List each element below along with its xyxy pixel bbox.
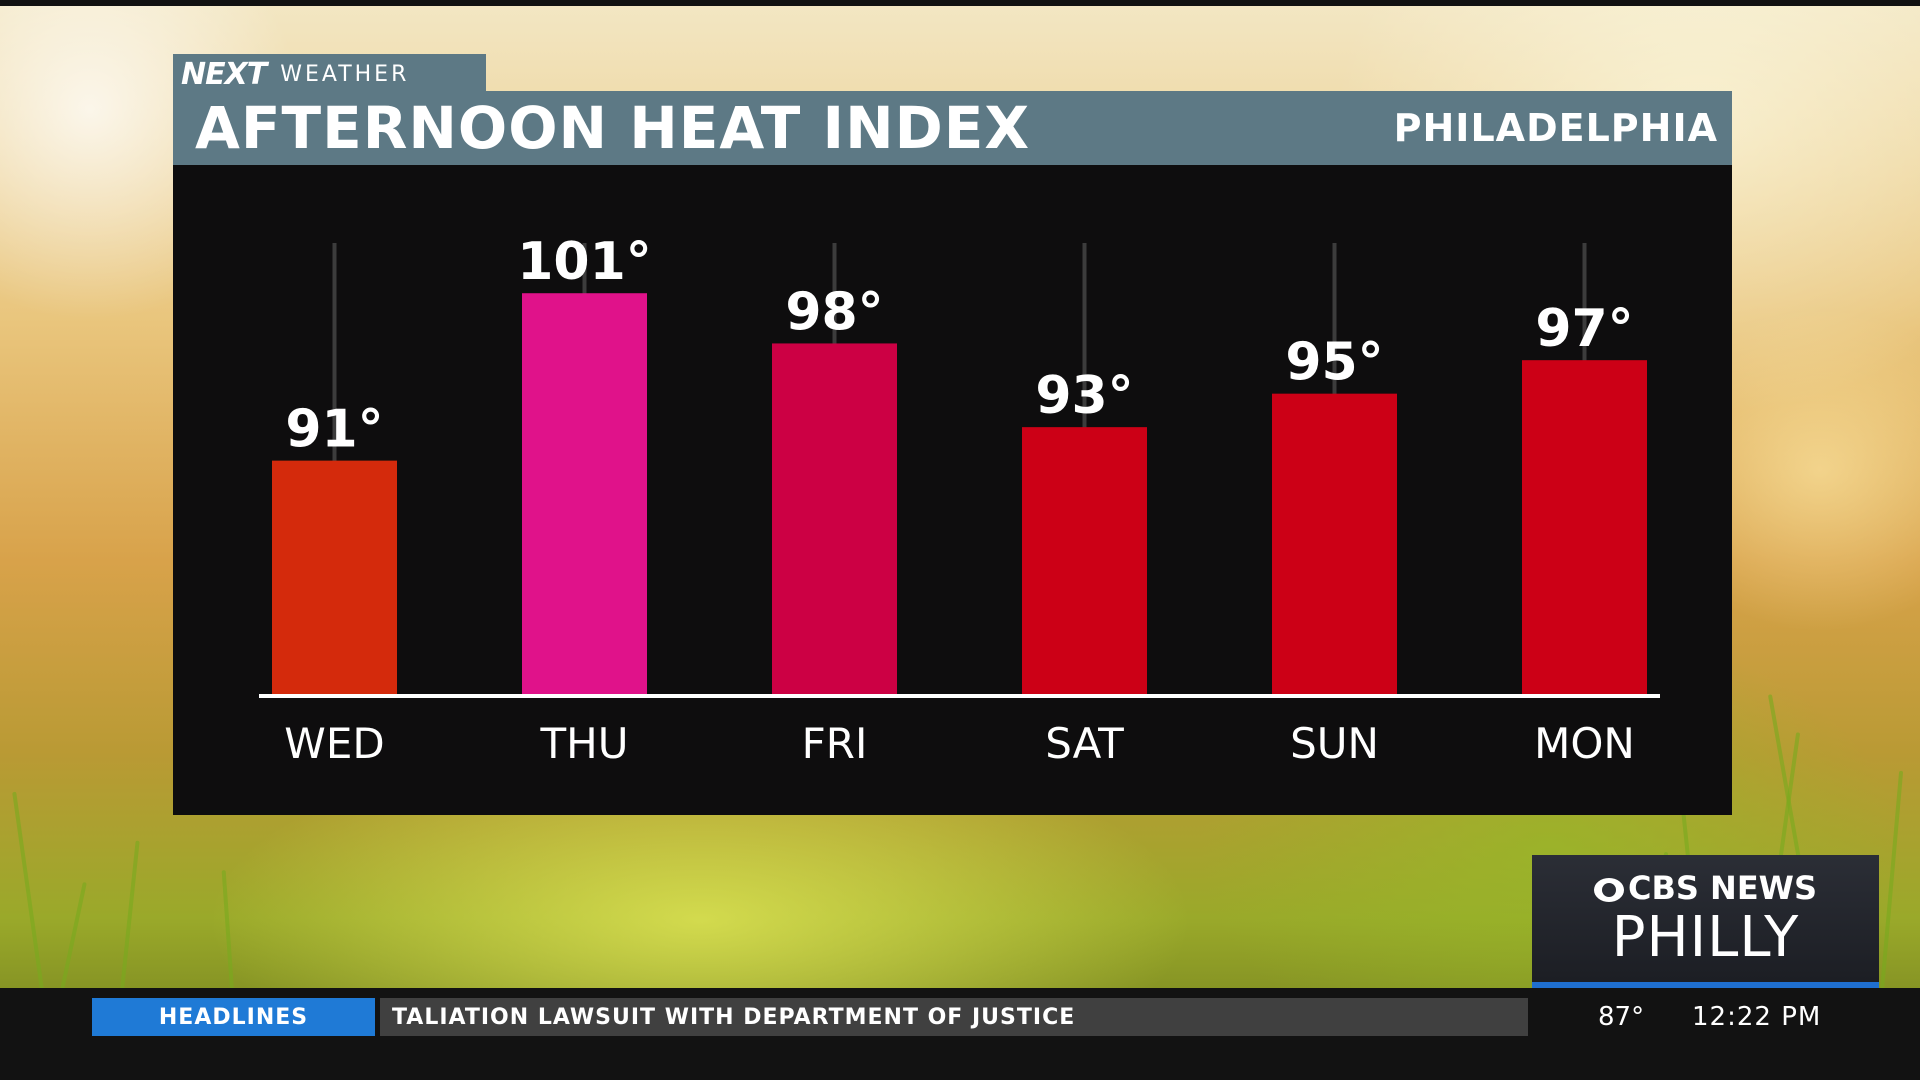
- cbs-news-label: CBS NEWS: [1627, 869, 1818, 907]
- chart-panel: 91° WED 101° THU 98° FRI 93° SAT 95° SUN 97° MON: [173, 165, 1732, 815]
- cbs-news-wordmark: CBS NEWS: [1532, 869, 1879, 907]
- next-weather-logo: NEXT WEATHER: [173, 54, 486, 94]
- day-label-thu: THU: [540, 719, 629, 768]
- bar-sat: [1022, 427, 1147, 695]
- day-label-wed: WED: [284, 719, 384, 768]
- bar-thu: [522, 293, 647, 695]
- weather-label: WEATHER: [280, 61, 410, 87]
- day-label-sat: SAT: [1045, 719, 1124, 768]
- ticker-headline: TALIATION LAWSUIT WITH DEPARTMENT OF JUS…: [380, 998, 1528, 1036]
- network-logo: CBS NEWS PHILLY: [1532, 855, 1879, 988]
- cbs-eye-icon: [1593, 878, 1624, 902]
- bar-wed: [272, 460, 397, 695]
- value-label-mon: 97°: [1535, 299, 1633, 359]
- value-label-fri: 98°: [785, 282, 883, 342]
- station-name: PHILLY: [1611, 905, 1800, 970]
- chart-title: AFTERNOON HEAT INDEX: [195, 94, 1031, 162]
- value-label-wed: 91°: [285, 400, 383, 460]
- top-border: [0, 0, 1920, 6]
- bar-fri: [772, 343, 897, 695]
- news-ticker: HEADLINES TALIATION LAWSUIT WITH DEPARTM…: [0, 988, 1920, 1080]
- headlines-tab: HEADLINES: [92, 998, 375, 1036]
- location-label: PHILADELPHIA: [1393, 106, 1718, 150]
- clock: 12:22 PM: [1692, 1002, 1822, 1032]
- value-label-sat: 93°: [1035, 366, 1133, 426]
- current-temperature: 87°: [1598, 1002, 1645, 1032]
- day-label-mon: MON: [1534, 719, 1635, 768]
- day-label-fri: FRI: [802, 719, 868, 768]
- day-label-sun: SUN: [1290, 719, 1379, 768]
- bar-mon: [1522, 360, 1647, 695]
- grass-blade: [60, 881, 87, 991]
- title-bar: AFTERNOON HEAT INDEX PHILADELPHIA: [173, 91, 1732, 165]
- value-label-sun: 95°: [1285, 333, 1383, 393]
- value-label-thu: 101°: [517, 232, 652, 292]
- heat-index-bar-chart: 91° WED 101° THU 98° FRI 93° SAT 95° SUN 97° MON: [259, 232, 1660, 768]
- grass-blade: [12, 791, 44, 991]
- grass-blade: [1880, 770, 1904, 991]
- bar-sun: [1272, 393, 1397, 695]
- next-logo-text: NEXT: [181, 56, 267, 92]
- grass-blade: [221, 870, 234, 991]
- grass-blade: [120, 840, 140, 991]
